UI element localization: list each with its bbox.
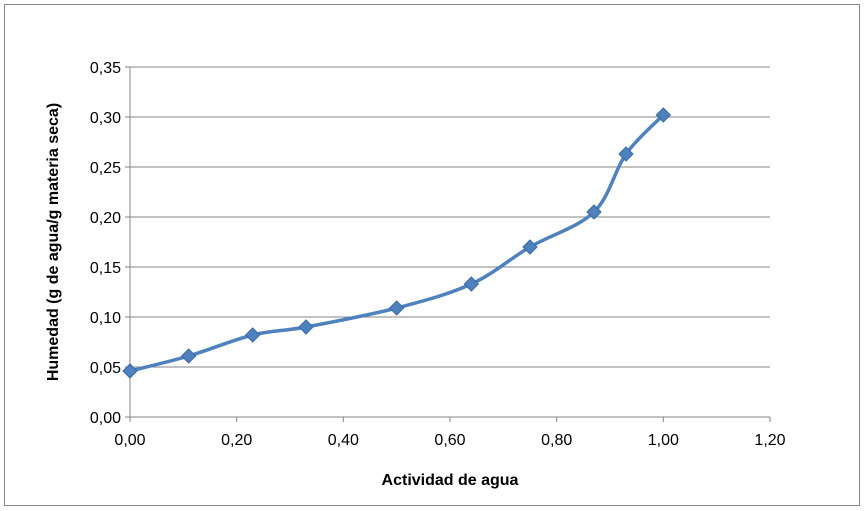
data-point-diamond xyxy=(522,239,538,255)
y-tick-label: 0,30 xyxy=(90,110,121,127)
x-tick-label: 0,20 xyxy=(221,432,252,449)
x-tick-label: 1,20 xyxy=(754,432,785,449)
data-point-diamond xyxy=(618,146,634,162)
grid-layer xyxy=(130,66,770,368)
axis-layer xyxy=(125,66,771,422)
y-tick-label: 0,20 xyxy=(90,210,121,227)
x-tick-label: 0,80 xyxy=(541,432,572,449)
tick-label-layer: 0,00 0,05 0,10 0,15 0,20 0,25 0,30 0,35 0,00 0,20… xyxy=(90,60,786,449)
y-tick-label: 0,10 xyxy=(90,310,121,327)
chart-frame xyxy=(4,4,860,506)
data-point-diamond xyxy=(298,319,314,335)
y-tick-label: 0,35 xyxy=(90,60,121,77)
series-line-layer xyxy=(128,113,666,373)
y-tick-label: 0,05 xyxy=(90,360,121,377)
series-trendline xyxy=(128,113,666,373)
x-tick-label: 1,00 xyxy=(648,432,679,449)
y-tick-label: 0,25 xyxy=(90,160,121,177)
x-tick-label: 0,40 xyxy=(328,432,359,449)
data-point-diamond xyxy=(388,300,405,316)
y-tick-label: 0,00 xyxy=(90,410,121,427)
data-point-diamond xyxy=(244,327,261,343)
data-point-diamond xyxy=(122,363,138,379)
data-point-diamond xyxy=(655,107,672,123)
x-tick-label: 0,00 xyxy=(114,432,145,449)
x-tick-label: 0,60 xyxy=(434,432,465,449)
data-point-diamond xyxy=(463,276,480,292)
x-axis-title: Actividad de agua xyxy=(382,472,519,489)
data-point-diamond xyxy=(180,348,197,364)
y-axis-title: Humedad (g de agua/g materia seca) xyxy=(45,103,62,381)
marker-layer xyxy=(122,107,672,379)
data-point-diamond xyxy=(586,204,602,220)
y-tick-label: 0,15 xyxy=(90,260,121,277)
